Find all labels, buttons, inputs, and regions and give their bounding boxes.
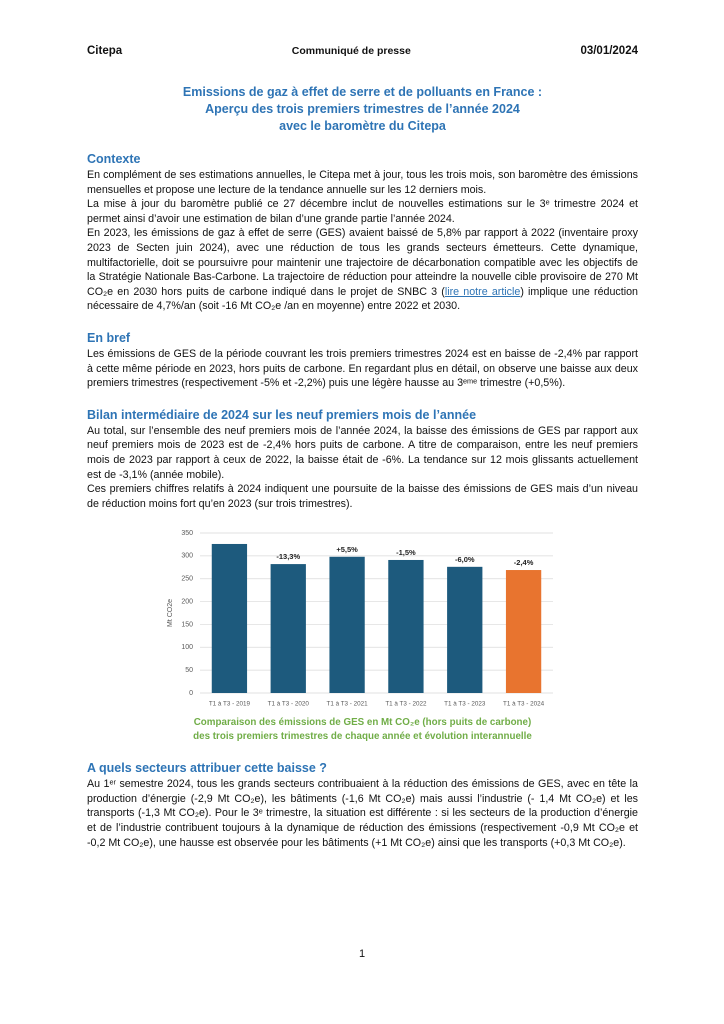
paragraph: Ces premiers chiffres relatifs à 2024 in… bbox=[87, 482, 638, 511]
bar-annotation: -6,0% bbox=[455, 555, 475, 564]
y-tick-label: 250 bbox=[181, 576, 193, 583]
text: En 2023, les émissions de gaz à effet de… bbox=[87, 227, 638, 298]
paragraph: En complément de ses estimations annuell… bbox=[87, 168, 638, 197]
caption-line: Comparaison des émissions de GES en Mt C… bbox=[193, 717, 532, 729]
paragraph: Au 1ᵉʳ semestre 2024, tous les grands se… bbox=[87, 777, 638, 850]
bar bbox=[505, 570, 542, 694]
y-tick-label: 300 bbox=[181, 553, 193, 560]
bar bbox=[388, 560, 424, 694]
document: Citepa Communiqué de presse 03/01/2024 Emis… bbox=[87, 45, 638, 850]
x-tick-label: T1 à T3 - 2021 bbox=[326, 701, 368, 708]
bar bbox=[329, 557, 365, 694]
paragraph: La mise à jour du baromètre publié ce 27… bbox=[87, 197, 638, 226]
y-tick-label: 200 bbox=[181, 599, 193, 606]
chart: 0 50 100 150 200 250 300 350 Mt CO2e T1 à T3 - 20… bbox=[167, 530, 553, 708]
text: Au total, sur l’ensemble des neuf premie… bbox=[87, 424, 638, 481]
x-tick-label: T1 à T3 - 2020 bbox=[268, 701, 310, 708]
x-tick-label: T1 à T3 - 2024 bbox=[503, 701, 545, 708]
x-tick-label: T1 à T3 - 2023 bbox=[444, 701, 486, 708]
header: Citepa Communiqué de presse 03/01/2024 bbox=[87, 45, 638, 57]
y-tick-label: 50 bbox=[185, 667, 193, 674]
paragraph: Au total, sur l’ensemble des neuf premie… bbox=[87, 424, 638, 482]
section-heading: Contexte bbox=[87, 152, 141, 166]
text: La mise à jour du baromètre publié ce 27… bbox=[87, 198, 638, 225]
section-heading: Bilan intermédiaire de 2024 sur les neuf… bbox=[87, 407, 477, 422]
caption-line: des trois premiers trimestres de chaque … bbox=[193, 731, 532, 743]
header-date: 03/01/2024 bbox=[580, 45, 638, 57]
title-line: avec le baromètre du Citepa bbox=[279, 119, 446, 133]
chart-caption: Comparaison des émissions de GES en Mt C… bbox=[87, 716, 638, 744]
link[interactable]: lire notre article bbox=[444, 285, 521, 298]
section-heading: A quels secteurs attribuer cette baisse … bbox=[87, 761, 327, 776]
paragraph: En 2023, les émissions de gaz à effet de… bbox=[87, 226, 638, 314]
page-number: 1 bbox=[358, 948, 366, 960]
bar bbox=[447, 567, 483, 694]
header-center: Communiqué de presse bbox=[291, 45, 411, 57]
y-axis-label: Mt CO2e bbox=[167, 599, 174, 627]
y-tick-label: 150 bbox=[181, 622, 193, 629]
title-line: Emissions de gaz à effet de serre et de … bbox=[182, 85, 543, 99]
header-left: Citepa bbox=[87, 45, 123, 57]
bar-annotation: -13,3% bbox=[276, 552, 300, 561]
bar-annotation: -2,4% bbox=[514, 558, 534, 567]
text: ) implique une réduction nécessaire de 4… bbox=[87, 285, 639, 313]
bar bbox=[211, 544, 248, 694]
text: Au 1ᵉʳ semestre 2024, tous les grands se… bbox=[87, 778, 638, 849]
text: Ces premiers chiffres relatifs à 2024 in… bbox=[87, 483, 638, 510]
bar-annotation: -1,5% bbox=[396, 548, 416, 557]
paragraph: Les émissions de GES de la période couvr… bbox=[87, 347, 638, 391]
text: Les émissions de GES de la période couvr… bbox=[87, 347, 638, 390]
x-tick-label: T1 à T3 - 2022 bbox=[385, 701, 427, 708]
bar-annotation: +5,5% bbox=[336, 545, 358, 554]
x-tick-label: T1 à T3 - 2019 bbox=[209, 701, 251, 708]
title: Emissions de gaz à effet de serre et de … bbox=[87, 84, 638, 135]
bar bbox=[270, 564, 306, 694]
text: En complément de ses estimations annuell… bbox=[87, 169, 638, 196]
y-tick-label: 350 bbox=[181, 530, 193, 537]
title-line: Aperçu des trois premiers trimestres de … bbox=[205, 102, 520, 116]
y-tick-label: 100 bbox=[181, 644, 193, 651]
y-tick-label: 0 bbox=[189, 690, 193, 697]
section-heading: En bref bbox=[87, 330, 131, 345]
